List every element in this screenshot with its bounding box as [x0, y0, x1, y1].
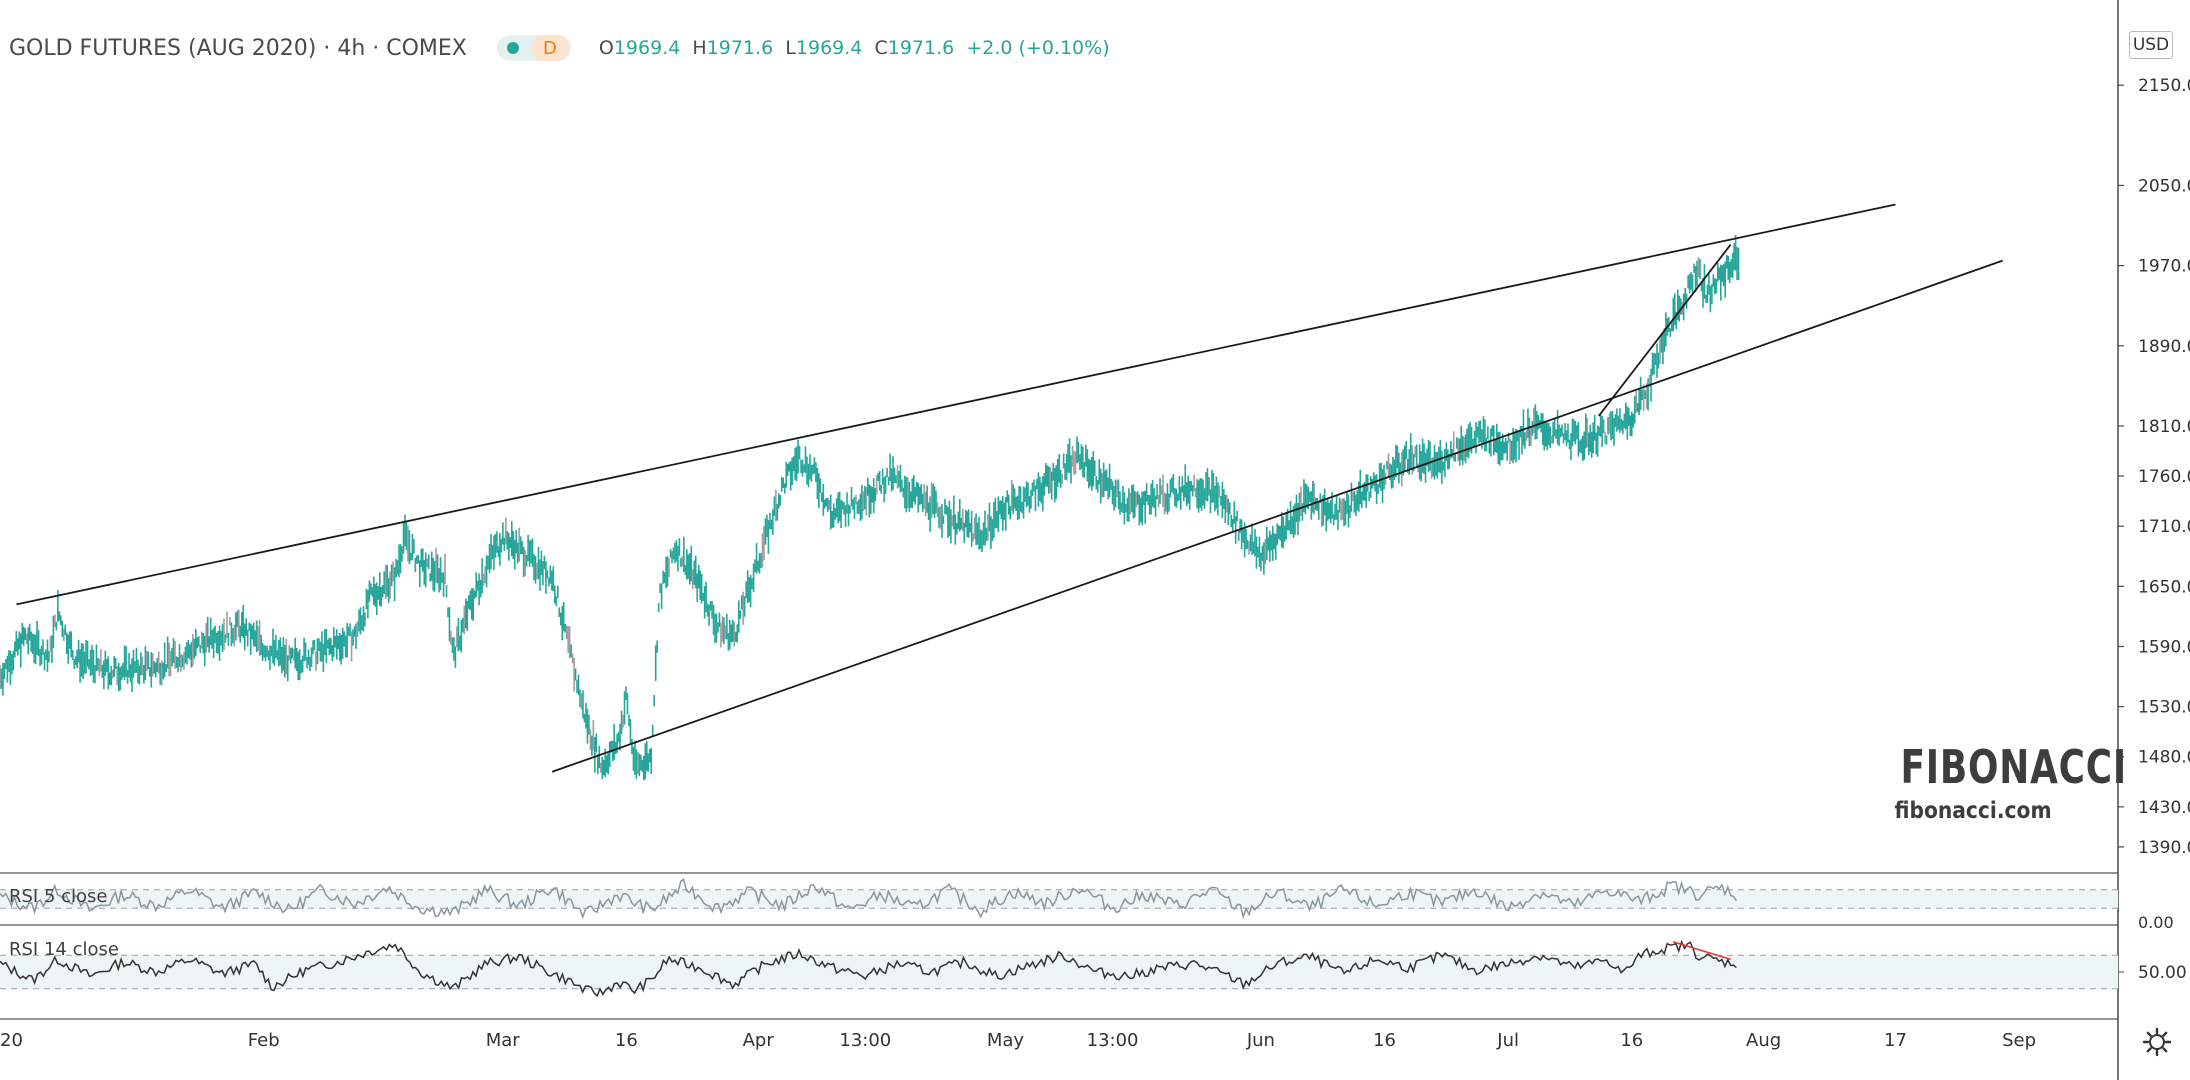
price-tick-label: 1590.0	[2138, 637, 2190, 657]
time-tick-label: 16	[1620, 1030, 1643, 1051]
time-tick-label: 16	[615, 1030, 638, 1051]
rsi5-axis-label: 0.00	[2138, 913, 2174, 932]
close-value: 1971.6	[887, 37, 955, 59]
time-tick-label: Aug	[1746, 1030, 1781, 1051]
open-key: O	[598, 37, 614, 59]
price-tick-label: 2150.0	[2138, 76, 2190, 96]
logo-wordmark: FIBONACCI	[1900, 740, 2128, 794]
rsi5-label[interactable]: RSI 5 close	[9, 886, 108, 907]
rsi-divergence-line	[1672, 940, 1731, 961]
low-key: L	[785, 37, 796, 59]
change-value: +2.0 (+0.10%)	[966, 37, 1110, 59]
time-tick-label: May	[987, 1030, 1025, 1051]
time-tick-label: 13:00	[1087, 1030, 1139, 1051]
currency-button[interactable]: USD	[2129, 31, 2173, 59]
price-tick-label: 1810.0	[2138, 417, 2190, 437]
high-key: H	[692, 37, 707, 59]
time-tick-label: Jul	[1496, 1030, 1519, 1051]
price-tick-label: 1390.0	[2138, 838, 2190, 858]
time-tick-label: Jun	[1246, 1030, 1275, 1051]
status-pill[interactable]: D	[496, 35, 571, 61]
price-tick-label: 1970.0	[2138, 257, 2190, 277]
price-tick-label: 1760.0	[2138, 467, 2190, 487]
logo-url: fibonacci.com	[1894, 798, 2052, 824]
time-tick-label: Feb	[248, 1030, 280, 1051]
market-status-dot	[506, 42, 519, 54]
settings-gear-icon[interactable]	[2142, 1027, 2172, 1057]
chart-header: GOLD FUTURES (AUG 2020) · 4h · COMEX D O…	[9, 33, 1110, 63]
rsi14-band	[0, 955, 2118, 989]
time-tick-label: 13:00	[839, 1030, 891, 1051]
open-value: 1969.4	[613, 37, 681, 59]
time-tick-label: Apr	[743, 1030, 775, 1051]
ohlc-readout: O1969.4 H1971.6 L1969.4 C1971.6 +2.0 (+0…	[599, 37, 1110, 59]
trendline-1	[16, 203, 1896, 606]
price-tick-label: 1710.0	[2138, 517, 2190, 537]
price-tick-label: 1650.0	[2138, 577, 2190, 597]
low-value: 1969.4	[795, 37, 863, 59]
time-tick-label: 17	[1884, 1030, 1907, 1051]
high-value: 1971.6	[706, 37, 774, 59]
time-tick-label: 16	[1373, 1030, 1396, 1051]
rsi5-line	[0, 878, 1738, 920]
fibonacci-logo: FIBONACCI fibonacci.com	[1880, 740, 2128, 824]
delayed-badge[interactable]: D	[530, 35, 569, 61]
time-tick-label: 20	[0, 1030, 23, 1051]
time-tick-label: Mar	[486, 1030, 521, 1051]
trendline-2	[551, 259, 2003, 773]
price-tick-label: 1890.0	[2138, 337, 2190, 357]
rsi14-axis-label: 50.00	[2138, 963, 2187, 983]
rsi14-label[interactable]: RSI 14 close	[9, 939, 119, 960]
price-tick-label: 1480.0	[2138, 748, 2190, 768]
price-tick-label: 1530.0	[2138, 698, 2190, 718]
close-key: C	[874, 37, 888, 59]
symbol-title[interactable]: GOLD FUTURES (AUG 2020) · 4h · COMEX	[9, 35, 467, 61]
time-tick-label: Sep	[2002, 1030, 2036, 1051]
trendline-3	[1598, 244, 1732, 417]
price-tick-label: 2050.0	[2138, 176, 2190, 196]
rsi14-line	[0, 939, 1737, 998]
price-tick-label: 1430.0	[2138, 798, 2190, 818]
price-series-candles	[0, 234, 1740, 781]
